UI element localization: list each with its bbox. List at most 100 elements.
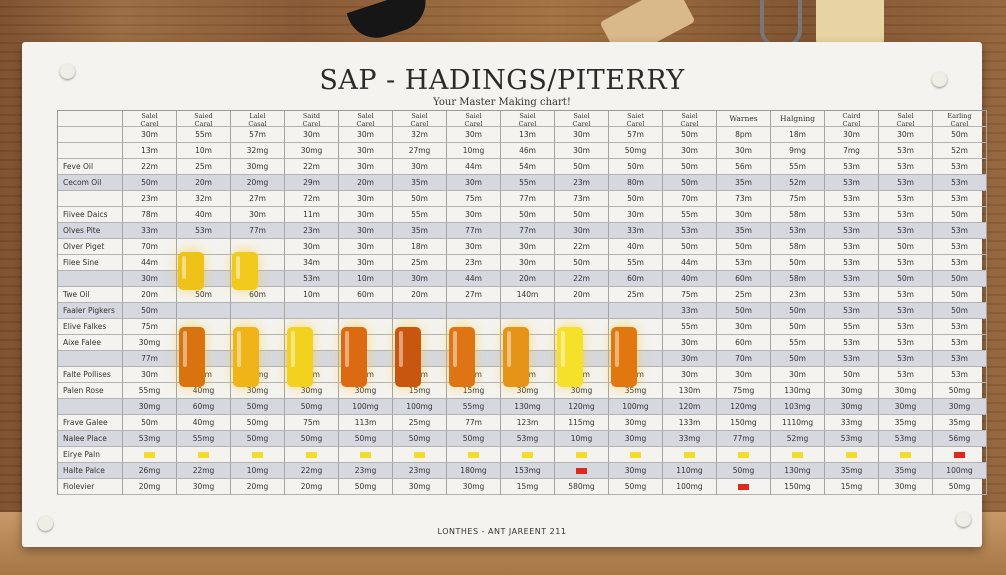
- table-cell: 53m: [879, 207, 933, 223]
- table-cell: 30m: [339, 207, 393, 223]
- table-cell: 30mg: [393, 479, 447, 495]
- table-cell: 73m: [717, 191, 771, 207]
- table-cell: 50mg: [447, 431, 501, 447]
- table-cell: [177, 303, 231, 319]
- yellow-marker: [846, 452, 857, 458]
- table-cell: 57m: [609, 127, 663, 143]
- column-header: Saiel Carel: [501, 111, 555, 127]
- table-cell: [717, 447, 771, 463]
- column-header: Saiel Carel: [447, 111, 501, 127]
- table-cell: 30m: [717, 367, 771, 383]
- table-cell: 60m: [609, 271, 663, 287]
- table-cell: 53m: [933, 335, 987, 351]
- table-cell: [879, 447, 933, 463]
- table-cell: 18m: [393, 239, 447, 255]
- table-cell: 130mg: [771, 383, 825, 399]
- table-cell: 30mg: [231, 159, 285, 175]
- table-cell: 18m: [771, 127, 825, 143]
- column-header: Salel Carel: [339, 111, 393, 127]
- table-cell: 1110mg: [771, 415, 825, 431]
- table-cell: 35mg: [879, 415, 933, 431]
- column-header: Halgning: [771, 111, 825, 127]
- table-cell: 30mg: [123, 399, 177, 415]
- table-cell: 150mg: [717, 415, 771, 431]
- table-cell: 10mg: [447, 143, 501, 159]
- table-cell: 53m: [825, 271, 879, 287]
- row-label: [58, 399, 123, 415]
- table-cell: 30m: [339, 191, 393, 207]
- table-cell: 44m: [123, 255, 177, 271]
- table-cell: 53m: [663, 223, 717, 239]
- table-cell: 50m: [771, 255, 825, 271]
- table-cell: 33m: [663, 303, 717, 319]
- table-cell: 53m: [879, 303, 933, 319]
- table-cell: 27m: [231, 191, 285, 207]
- table-cell: 53m: [879, 175, 933, 191]
- table-cell: 120m: [663, 399, 717, 415]
- table-cell: 53m: [933, 175, 987, 191]
- table-cell: 32m: [393, 127, 447, 143]
- table-cell: 11m: [285, 207, 339, 223]
- table-cell: 23m: [285, 223, 339, 239]
- table-cell: 53m: [825, 239, 879, 255]
- table-cell: 75m: [285, 415, 339, 431]
- table-cell: 50m: [393, 191, 447, 207]
- table-cell: 30m: [447, 127, 501, 143]
- column-header-line: Saitd: [302, 112, 321, 120]
- table-cell: 22m: [123, 159, 177, 175]
- table-cell: 53m: [933, 255, 987, 271]
- data-table: Salel Carel Saied Caral Lalel Casal Saitd Carel…: [57, 110, 987, 495]
- table-cell: 53m: [933, 351, 987, 367]
- table-cell: 55m: [663, 207, 717, 223]
- table-cell: 70m: [717, 351, 771, 367]
- table-cell: 40m: [177, 207, 231, 223]
- table-cell: 53m: [933, 223, 987, 239]
- candle: [816, 0, 884, 48]
- table-cell: 130mg: [501, 399, 555, 415]
- column-header-line: Carel: [518, 120, 537, 127]
- column-header: Warnes: [717, 111, 771, 127]
- table-cell: 23m: [123, 191, 177, 207]
- table-cell: [771, 447, 825, 463]
- table-cell: 53m: [879, 255, 933, 271]
- table-cell: 20m: [501, 271, 555, 287]
- table-cell: 150mg: [771, 479, 825, 495]
- table-cell: 23m: [771, 287, 825, 303]
- table-cell: 30m: [285, 127, 339, 143]
- column-header-line: Carel: [356, 120, 375, 127]
- table-cell: 30mg: [285, 383, 339, 399]
- table-cell: 20m: [555, 287, 609, 303]
- table-cell: 55mg: [447, 399, 501, 415]
- table-cell: 58m: [771, 271, 825, 287]
- row-label: [58, 271, 123, 287]
- table-cell: 50m: [663, 239, 717, 255]
- table-cell: [339, 303, 393, 319]
- yellow-marker: [522, 452, 533, 458]
- column-header-line: Saiel: [411, 112, 428, 120]
- table-cell: [825, 447, 879, 463]
- table-cell: 53m: [825, 207, 879, 223]
- table-cell: 25m: [177, 159, 231, 175]
- table-cell: 77mg: [717, 431, 771, 447]
- table-cell: [447, 303, 501, 319]
- table-cell: 53mg: [879, 431, 933, 447]
- table-cell: 77m: [501, 223, 555, 239]
- table-cell: 50m: [771, 351, 825, 367]
- red-marker: [738, 484, 749, 490]
- column-header-line: Saiel: [519, 112, 536, 120]
- column-header: Saiel Carel: [393, 111, 447, 127]
- table-cell: [393, 447, 447, 463]
- row-label: Halte Palce: [58, 463, 123, 479]
- row-label: Fiolevier: [58, 479, 123, 495]
- table-cell: 29m: [285, 175, 339, 191]
- table-cell: 40m: [609, 239, 663, 255]
- vial-row-top: [178, 245, 286, 290]
- table-cell: 30mg: [177, 479, 231, 495]
- table-cell: [231, 303, 285, 319]
- table-cell: 30m: [663, 335, 717, 351]
- table-cell: [663, 447, 717, 463]
- table-cell: [447, 447, 501, 463]
- table-cell: 53m: [933, 239, 987, 255]
- table-cell: 50m: [771, 319, 825, 335]
- column-header: Saitd Carel: [285, 111, 339, 127]
